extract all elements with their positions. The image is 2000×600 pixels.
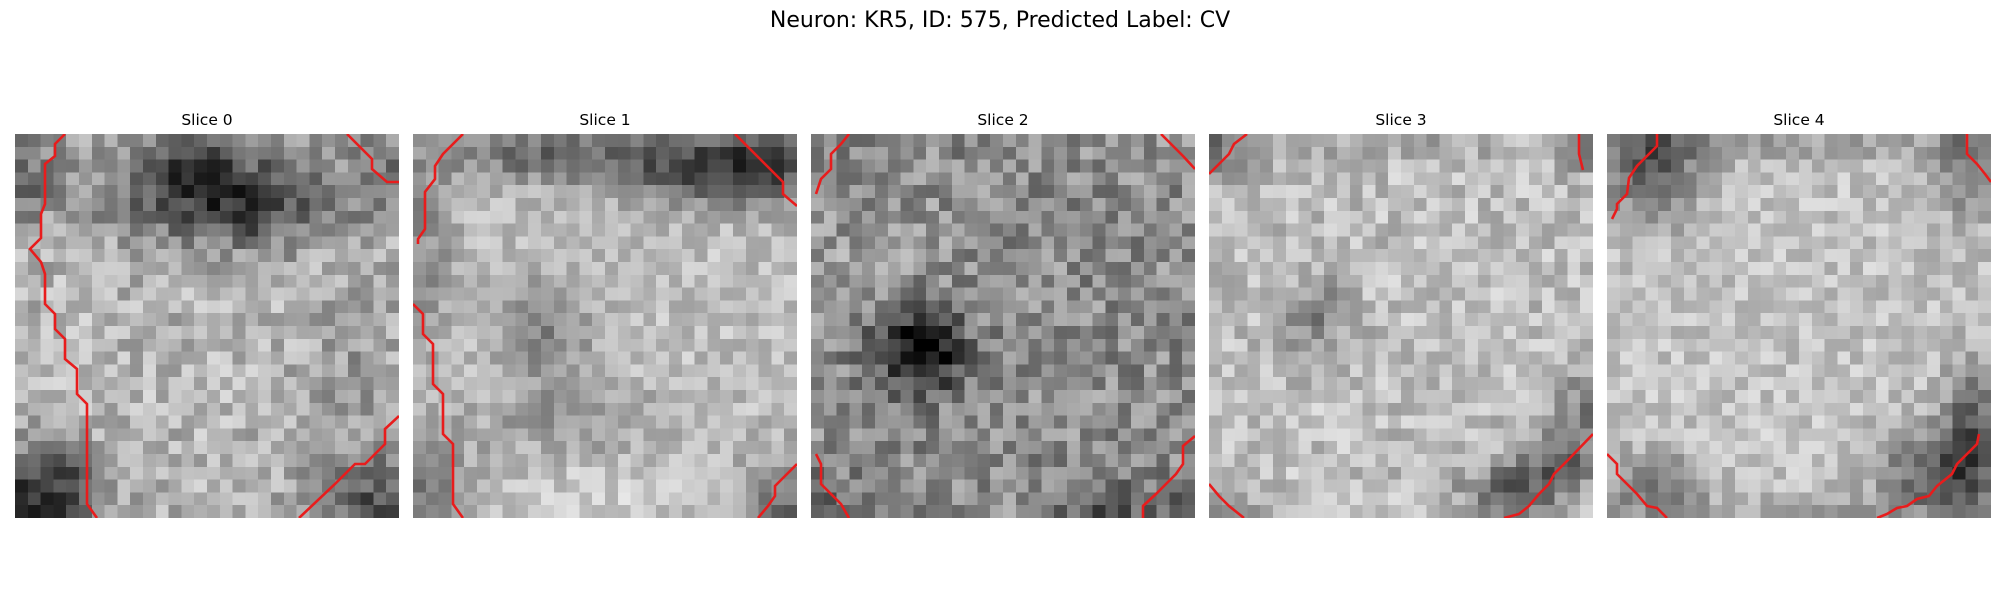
slice-title: Slice 3 (1375, 111, 1427, 129)
slice-title: Slice 2 (977, 111, 1029, 129)
roi-contour-line (1965, 134, 1991, 183)
roi-contour-overlay (28, 134, 399, 518)
roi-contour-line (1610, 134, 1659, 220)
roi-contour-line (346, 134, 399, 184)
slice-image (15, 134, 399, 518)
figure-title: Neuron: KR5, ID: 575, Predicted Label: C… (769, 8, 1231, 33)
roi-contour-line (1577, 134, 1585, 171)
roi-contour-overlay (413, 134, 797, 518)
roi-contour-line (28, 134, 99, 518)
roi-contour-line (757, 463, 797, 518)
slice-panel-1: Slice 1 (413, 108, 797, 518)
slice-title: Slice 1 (579, 111, 631, 129)
roi-contour-line (1209, 483, 1245, 518)
slice-image (1209, 134, 1593, 518)
roi-contour-line (413, 303, 465, 518)
slice-image (811, 134, 1195, 518)
roi-contour-line (1607, 453, 1668, 518)
roi-contour-line (1209, 134, 1248, 175)
roi-contour-line (814, 134, 851, 195)
roi-contour-overlay (814, 134, 1195, 518)
slice-title: Slice 0 (181, 111, 233, 129)
slice-panel-3: Slice 3 (1209, 108, 1593, 518)
roi-contour-line (1503, 433, 1593, 518)
roi-contour-overlay (1209, 134, 1593, 518)
slice-title: Slice 4 (1773, 111, 1825, 129)
roi-contour-line (1876, 433, 1981, 518)
slice-panel-4: Slice 4 (1607, 108, 1991, 518)
slice-panel-0: Slice 0 (15, 108, 399, 518)
roi-contour-line (298, 415, 399, 518)
roi-contour-line (416, 134, 464, 244)
roi-contour-line (1141, 435, 1195, 518)
roi-contour-line (814, 453, 851, 518)
roi-contour-overlay (1607, 134, 1991, 518)
slice-panel-2: Slice 2 (811, 108, 1195, 518)
slice-image (413, 134, 797, 518)
roi-contour-line (1160, 134, 1195, 170)
slice-image (1607, 134, 1991, 518)
roi-contour-line (734, 134, 797, 207)
